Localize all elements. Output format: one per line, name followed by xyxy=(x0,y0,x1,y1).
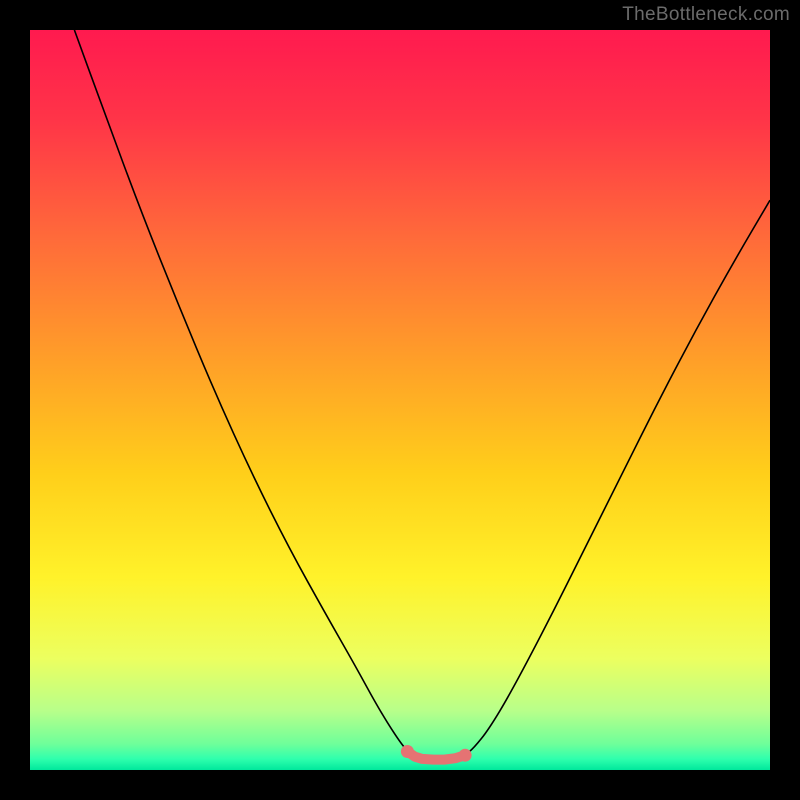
bottleneck-chart: TheBottleneck.com xyxy=(0,0,800,800)
chart-svg xyxy=(0,0,800,800)
highlight-end-dot xyxy=(459,749,472,762)
highlight-start-dot xyxy=(401,745,414,758)
watermark-text: TheBottleneck.com xyxy=(622,4,790,26)
